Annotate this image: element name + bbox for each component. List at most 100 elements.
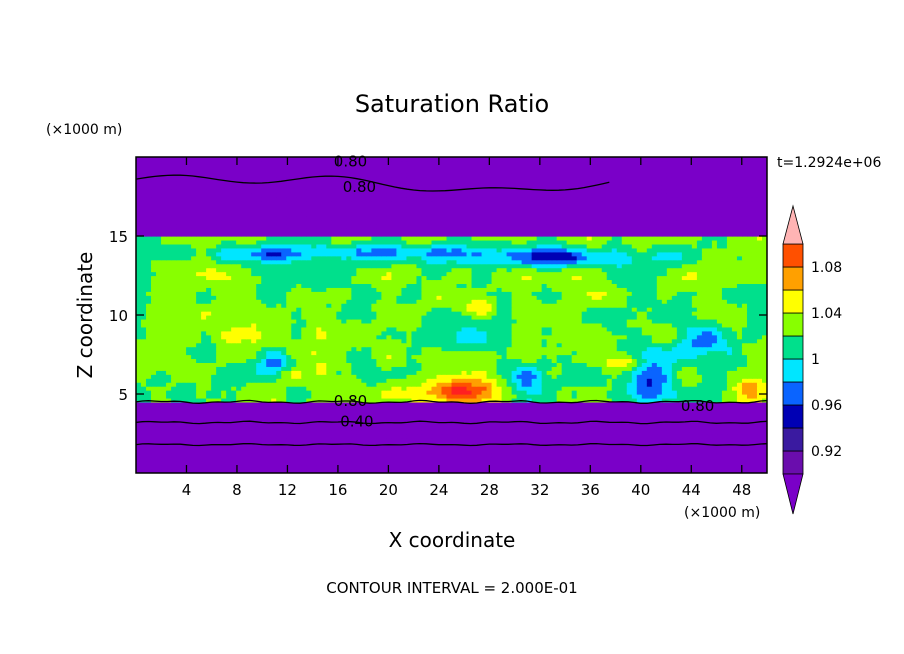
field-cell — [576, 330, 583, 336]
field-cell — [361, 461, 367, 466]
field-cell — [151, 318, 157, 324]
field-cell — [286, 378, 292, 383]
field-cell — [601, 449, 608, 454]
field-cell — [246, 334, 252, 340]
field-cell — [431, 433, 438, 439]
field-cell — [366, 409, 372, 415]
field-cell — [371, 382, 377, 387]
field-cell — [241, 334, 247, 340]
field-cell — [206, 453, 212, 458]
field-cell — [211, 370, 217, 375]
field-cell — [696, 469, 703, 473]
field-cell — [656, 326, 663, 332]
field-cell — [671, 350, 678, 356]
field-cell — [631, 425, 638, 431]
field-cell — [441, 378, 448, 383]
field-cell — [686, 457, 693, 462]
field-cell — [431, 421, 438, 427]
field-cell — [326, 382, 332, 387]
field-cell — [661, 429, 668, 435]
field-cell — [701, 397, 708, 403]
field-cell — [716, 374, 723, 379]
field-cell — [196, 318, 202, 324]
field-cell — [281, 338, 287, 344]
field-cell — [266, 318, 272, 324]
field-cell — [246, 378, 252, 383]
field-cell — [586, 394, 593, 399]
field-cell — [416, 318, 423, 324]
field-cell — [276, 366, 282, 371]
field-cell — [751, 413, 758, 419]
field-cell — [386, 378, 393, 383]
field-cell — [451, 374, 458, 379]
field-cell — [326, 366, 332, 371]
field-cell — [371, 330, 377, 336]
field-cell — [516, 417, 523, 423]
field-cell — [701, 425, 708, 431]
field-cell — [616, 405, 623, 411]
field-cell — [701, 346, 708, 352]
field-cell — [741, 330, 748, 336]
field-cell — [516, 382, 523, 387]
field-cell — [291, 374, 297, 379]
field-cell — [421, 394, 428, 399]
field-cell — [421, 433, 428, 439]
field-cell — [501, 401, 508, 407]
field-cell — [136, 342, 142, 348]
field-cell — [591, 338, 598, 344]
field-cell — [601, 465, 608, 470]
field-cell — [596, 358, 603, 363]
field-cell — [751, 429, 758, 435]
field-cell — [306, 457, 312, 462]
field-cell — [141, 386, 147, 391]
field-cell — [326, 437, 332, 442]
field-cell — [641, 354, 648, 360]
field-cell — [676, 449, 683, 454]
field-cell — [601, 461, 608, 466]
field-cell — [256, 330, 262, 336]
field-cell — [506, 409, 513, 415]
field-cell — [236, 315, 242, 320]
field-cell — [156, 362, 162, 367]
field-cell — [396, 397, 403, 403]
field-cell — [546, 394, 553, 399]
field-cell — [551, 461, 558, 466]
field-cell — [376, 437, 382, 442]
field-cell — [181, 433, 187, 439]
field-cell — [151, 461, 157, 466]
field-cell — [186, 330, 192, 336]
field-cell — [756, 461, 763, 466]
field-cell — [506, 378, 513, 383]
field-cell — [221, 394, 227, 399]
field-cell — [176, 370, 182, 375]
field-cell — [696, 354, 703, 360]
field-cell — [201, 433, 207, 439]
field-cell — [176, 457, 182, 462]
field-cell — [471, 315, 478, 320]
field-cell — [606, 413, 613, 419]
field-cell — [381, 366, 387, 371]
field-cell — [706, 437, 713, 442]
field-cell — [566, 421, 573, 427]
field-cell — [576, 461, 583, 466]
field-cell — [466, 465, 473, 470]
field-cell — [286, 409, 292, 415]
field-cell — [591, 409, 598, 415]
field-cell — [541, 354, 548, 360]
field-cell — [216, 358, 222, 363]
field-cell — [311, 362, 317, 367]
field-cell — [251, 449, 257, 454]
field-cell — [531, 457, 538, 462]
field-cell — [256, 378, 262, 383]
field-cell — [616, 453, 623, 458]
field-cell — [316, 362, 322, 367]
field-cell — [246, 401, 252, 407]
field-cell — [156, 397, 162, 403]
field-cell — [196, 453, 202, 458]
field-cell — [571, 445, 578, 450]
field-cell — [711, 449, 718, 454]
field-cell — [486, 397, 493, 403]
field-cell — [246, 366, 252, 371]
field-cell — [316, 425, 322, 431]
field-cell — [236, 429, 242, 435]
